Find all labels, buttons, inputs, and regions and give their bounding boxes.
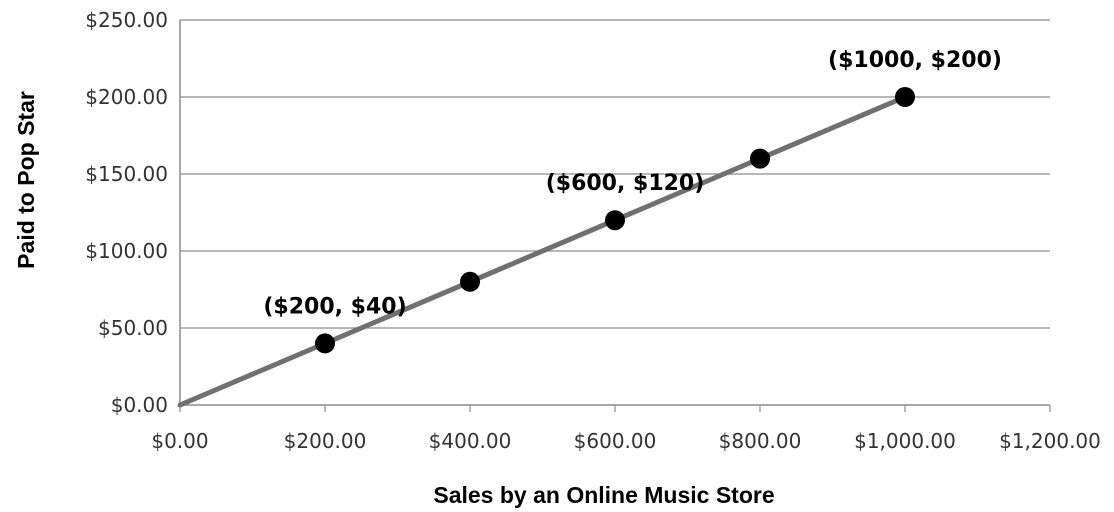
y-tick-label: $50.00 xyxy=(98,316,168,340)
y-tick-label: $200.00 xyxy=(85,85,168,109)
x-tick-label: $0.00 xyxy=(151,429,208,453)
data-point xyxy=(460,271,480,292)
x-tick-label: $200.00 xyxy=(284,429,367,453)
y-tick-label: $250.00 xyxy=(85,8,168,32)
y-tick-label: $0.00 xyxy=(111,393,168,417)
x-axis-title: Sales by an Online Music Store xyxy=(433,482,774,508)
data-point xyxy=(605,210,625,231)
x-tick-label: $800.00 xyxy=(719,429,802,453)
point-annotation: ($600, $120) xyxy=(546,171,705,196)
data-point xyxy=(315,333,335,354)
annotations: ($200, $40) ($600, $120) ($1000, $200) xyxy=(263,48,1002,319)
x-tick-label: $1,000.00 xyxy=(854,429,956,453)
y-tick-labels: $0.00 $50.00 $100.00 $150.00 $200.00 $250.00 xyxy=(85,8,168,417)
y-axis-title: Paid to Pop Star xyxy=(13,91,39,269)
x-tick-label: $400.00 xyxy=(429,429,512,453)
axes xyxy=(179,20,1051,412)
data-points xyxy=(315,87,915,354)
x-tick-labels: $0.00 $200.00 $400.00 $600.00 $800.00 $1,000.… xyxy=(151,429,1101,453)
x-tick-label: $1,200.00 xyxy=(999,429,1101,453)
y-tick-label: $150.00 xyxy=(85,162,168,186)
point-annotation: ($1000, $200) xyxy=(828,48,1002,73)
x-tick-label: $600.00 xyxy=(574,429,657,453)
series-line-group xyxy=(177,94,908,408)
point-annotation: ($200, $40) xyxy=(263,294,406,319)
y-tick-label: $100.00 xyxy=(85,239,168,263)
data-point xyxy=(750,148,770,169)
data-point xyxy=(895,87,915,107)
series-line xyxy=(177,94,908,408)
